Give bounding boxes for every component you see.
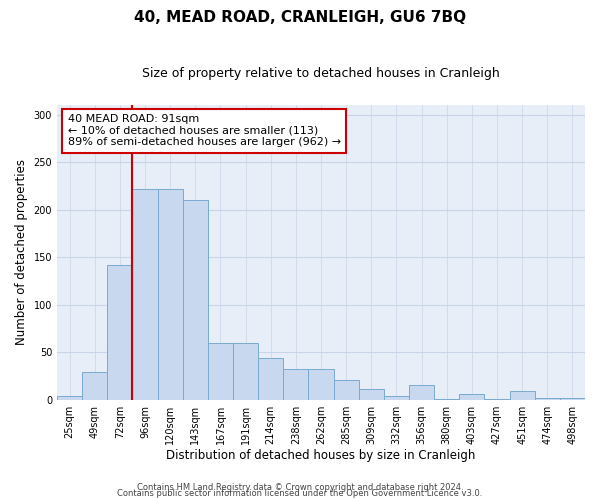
Bar xyxy=(82,372,107,400)
Bar xyxy=(535,398,560,400)
Title: Size of property relative to detached houses in Cranleigh: Size of property relative to detached ho… xyxy=(142,68,500,80)
Text: Contains public sector information licensed under the Open Government Licence v3: Contains public sector information licen… xyxy=(118,490,482,498)
Bar xyxy=(208,342,233,400)
Bar xyxy=(484,399,509,400)
Bar xyxy=(560,398,585,400)
Bar xyxy=(158,189,183,400)
Bar xyxy=(384,396,409,400)
Bar xyxy=(334,380,359,400)
X-axis label: Distribution of detached houses by size in Cranleigh: Distribution of detached houses by size … xyxy=(166,450,476,462)
Bar xyxy=(308,370,334,400)
Bar xyxy=(133,189,158,400)
Bar xyxy=(459,394,484,400)
Bar xyxy=(409,384,434,400)
Bar xyxy=(434,399,459,400)
Bar xyxy=(57,396,82,400)
Bar xyxy=(107,265,133,400)
Text: Contains HM Land Registry data © Crown copyright and database right 2024.: Contains HM Land Registry data © Crown c… xyxy=(137,484,463,492)
Text: 40 MEAD ROAD: 91sqm
← 10% of detached houses are smaller (113)
89% of semi-detac: 40 MEAD ROAD: 91sqm ← 10% of detached ho… xyxy=(68,114,341,148)
Bar xyxy=(233,342,258,400)
Bar xyxy=(183,200,208,400)
Bar xyxy=(283,370,308,400)
Bar xyxy=(509,391,535,400)
Bar xyxy=(258,358,283,400)
Y-axis label: Number of detached properties: Number of detached properties xyxy=(15,160,28,346)
Bar xyxy=(359,390,384,400)
Text: 40, MEAD ROAD, CRANLEIGH, GU6 7BQ: 40, MEAD ROAD, CRANLEIGH, GU6 7BQ xyxy=(134,10,466,25)
